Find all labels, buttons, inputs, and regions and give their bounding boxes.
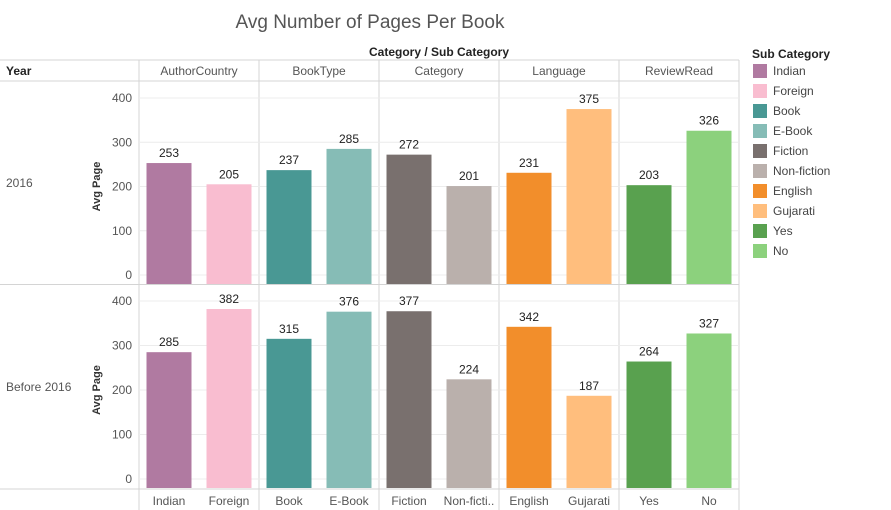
data-label: 327	[699, 316, 719, 330]
data-label: 315	[279, 322, 299, 336]
legend-item-label[interactable]: Yes	[773, 224, 793, 238]
y-tick-label: 400	[112, 91, 132, 105]
bar-book-before-2016[interactable]	[266, 338, 312, 488]
legend-item-label[interactable]: Fiction	[773, 144, 808, 158]
bar-fiction-2016[interactable]	[386, 154, 432, 284]
y-tick-label: 300	[112, 135, 132, 149]
legend-swatch[interactable]	[753, 124, 767, 138]
row-label: 2016	[6, 176, 33, 190]
group-header: Category	[415, 64, 464, 78]
x-tick-label: Foreign	[209, 494, 250, 508]
bar-e-book-before-2016[interactable]	[326, 311, 372, 488]
x-tick-label: Fiction	[391, 494, 426, 508]
data-label: 203	[639, 168, 659, 182]
data-label: 187	[579, 379, 599, 393]
x-tick-label: English	[509, 494, 548, 508]
legend-item-label[interactable]: English	[773, 184, 812, 198]
legend-item-label[interactable]: Book	[773, 104, 801, 118]
bar-yes-before-2016[interactable]	[626, 361, 672, 488]
x-tick-label: Gujarati	[568, 494, 610, 508]
data-label: 253	[159, 146, 179, 160]
column-header: Category / Sub Category	[369, 45, 509, 59]
legend-item-label[interactable]: Indian	[773, 64, 806, 78]
y-tick-label: 300	[112, 339, 132, 353]
y-tick-label: 200	[112, 180, 132, 194]
x-tick-label: Book	[275, 494, 303, 508]
data-label: 326	[699, 114, 719, 128]
row-label: Before 2016	[6, 380, 72, 394]
bar-english-2016[interactable]	[506, 172, 552, 284]
legend-item-label[interactable]: Non-fiction	[773, 164, 830, 178]
x-tick-label: Indian	[153, 494, 186, 508]
legend-swatch[interactable]	[753, 164, 767, 178]
group-header: ReviewRead	[645, 64, 713, 78]
bar-gujarati-2016[interactable]	[566, 109, 612, 284]
data-label: 237	[279, 153, 299, 167]
data-label: 285	[339, 132, 359, 146]
legend-title: Sub Category	[752, 47, 830, 61]
x-tick-label: Non-ficti..	[444, 494, 495, 508]
legend-swatch[interactable]	[753, 144, 767, 158]
bar-foreign-2016[interactable]	[206, 184, 252, 284]
legend-swatch[interactable]	[753, 224, 767, 238]
data-label: 375	[579, 92, 599, 106]
data-label: 342	[519, 310, 539, 324]
legend-item-label[interactable]: E-Book	[773, 124, 813, 138]
x-tick-label: Yes	[639, 494, 659, 508]
bar-non-fiction-before-2016[interactable]	[446, 379, 492, 488]
bar-book-2016[interactable]	[266, 170, 312, 284]
data-label: 224	[459, 362, 479, 376]
data-label: 376	[339, 295, 359, 309]
y-tick-label: 100	[112, 428, 132, 442]
bar-fiction-before-2016[interactable]	[386, 311, 432, 488]
chart-title: Avg Number of Pages Per Book	[236, 12, 505, 33]
bar-english-before-2016[interactable]	[506, 326, 552, 488]
y-axis-label: Avg Page	[91, 365, 103, 415]
legend-item-label[interactable]: Foreign	[773, 84, 814, 98]
legend-swatch[interactable]	[753, 64, 767, 78]
bar-no-before-2016[interactable]	[686, 333, 732, 488]
y-tick-label: 0	[125, 472, 132, 486]
group-header: AuthorCountry	[160, 64, 237, 78]
bar-non-fiction-2016[interactable]	[446, 186, 492, 284]
bar-no-2016[interactable]	[686, 130, 732, 284]
x-tick-label: E-Book	[329, 494, 369, 508]
data-label: 272	[399, 138, 419, 152]
y-tick-label: 0	[125, 268, 132, 282]
data-label: 377	[399, 294, 419, 308]
legend-swatch[interactable]	[753, 244, 767, 258]
bar-indian-before-2016[interactable]	[146, 352, 192, 488]
bar-indian-2016[interactable]	[146, 163, 192, 284]
bar-yes-2016[interactable]	[626, 185, 672, 284]
group-header: Language	[532, 64, 586, 78]
bar-gujarati-before-2016[interactable]	[566, 395, 612, 488]
bar-e-book-2016[interactable]	[326, 148, 372, 284]
legend-swatch[interactable]	[753, 104, 767, 118]
legend-swatch[interactable]	[753, 184, 767, 198]
x-tick-label: No	[701, 494, 717, 508]
row-header: Year	[6, 64, 32, 78]
bar-foreign-before-2016[interactable]	[206, 309, 252, 488]
legend-swatch[interactable]	[753, 204, 767, 218]
y-tick-label: 400	[112, 294, 132, 308]
y-axis-label: Avg Page	[91, 162, 103, 212]
y-tick-label: 200	[112, 383, 132, 397]
legend-swatch[interactable]	[753, 84, 767, 98]
data-label: 382	[219, 292, 239, 306]
data-label: 264	[639, 345, 659, 359]
data-label: 285	[159, 335, 179, 349]
y-tick-label: 100	[112, 224, 132, 238]
legend-item-label[interactable]: No	[773, 244, 789, 258]
data-label: 231	[519, 156, 539, 170]
group-header: BookType	[292, 64, 346, 78]
data-label: 201	[459, 169, 479, 183]
data-label: 205	[219, 167, 239, 181]
legend-item-label[interactable]: Gujarati	[773, 204, 815, 218]
